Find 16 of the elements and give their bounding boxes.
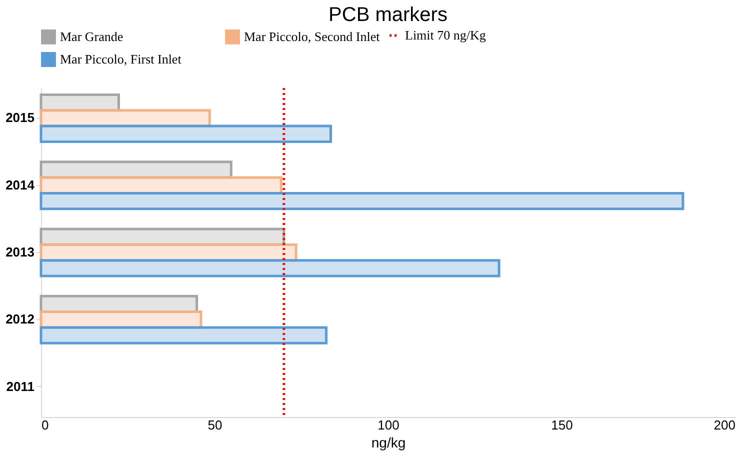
legend-label: Mar Piccolo, Second Inlet xyxy=(244,28,380,44)
legend-label: Mar Piccolo, First Inlet xyxy=(60,52,182,66)
x-tick-label: 50 xyxy=(208,418,222,432)
y-tick-label: 2011 xyxy=(6,378,34,394)
legend-label: Limit 70 ng/Kg xyxy=(405,28,486,42)
y-tick-label: 2014 xyxy=(6,177,36,192)
x-tick-label: 0 xyxy=(42,418,49,432)
y-tick-label: 2015 xyxy=(6,110,34,126)
x-tick-label: 200 xyxy=(714,418,736,432)
legend-label: Mar Grande xyxy=(60,28,124,44)
y-tick-label: 2013 xyxy=(6,244,34,260)
chart-title: PCB markers xyxy=(328,4,448,26)
x-tick-label: 100 xyxy=(378,418,400,432)
x-axis-title: ng/kg xyxy=(371,434,406,450)
x-tick-label: 150 xyxy=(551,418,573,432)
y-tick-label: 2012 xyxy=(6,312,34,327)
